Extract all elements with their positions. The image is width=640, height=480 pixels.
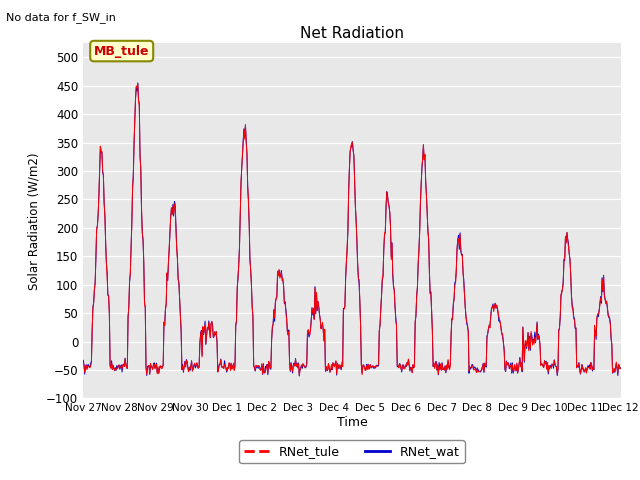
Y-axis label: Solar Radiation (W/m2): Solar Radiation (W/m2) bbox=[28, 152, 41, 289]
Text: MB_tule: MB_tule bbox=[94, 45, 150, 58]
Legend: RNet_tule, RNet_wat: RNet_tule, RNet_wat bbox=[239, 440, 465, 463]
Title: Net Radiation: Net Radiation bbox=[300, 25, 404, 41]
Text: No data for f_SW_in: No data for f_SW_in bbox=[6, 12, 116, 23]
X-axis label: Time: Time bbox=[337, 416, 367, 429]
